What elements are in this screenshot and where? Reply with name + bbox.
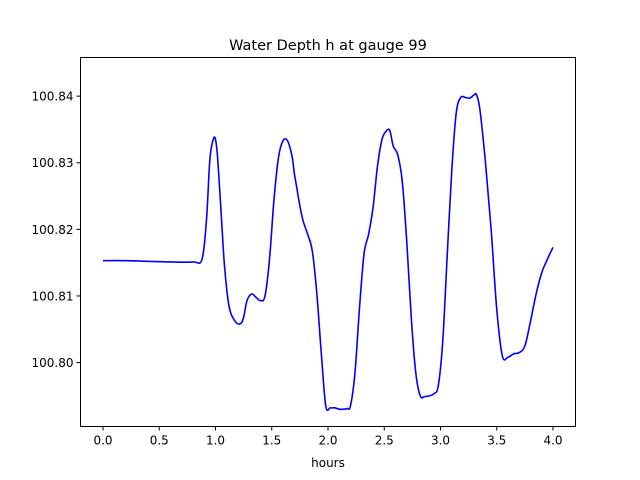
chart-title: Water Depth h at gauge 99: [229, 38, 427, 54]
x-tick-label: 4.0: [543, 434, 562, 448]
y-tick-label: 100.83: [32, 156, 74, 170]
y-tick-label: 100.80: [32, 356, 74, 370]
x-tick-label: 3.5: [487, 434, 506, 448]
y-tick-label: 100.81: [32, 289, 74, 303]
y-tick-label: 100.82: [32, 223, 74, 237]
x-axis-label: hours: [311, 456, 345, 470]
x-tick-label: 1.5: [262, 434, 281, 448]
x-tick-label: 1.0: [206, 434, 225, 448]
x-tick-label: 0.0: [93, 434, 112, 448]
x-tick-label: 2.0: [318, 434, 337, 448]
x-tick-label: 0.5: [150, 434, 169, 448]
x-tick-label: 3.0: [431, 434, 450, 448]
y-tick-label: 100.84: [32, 90, 74, 104]
x-tick-label: 2.5: [375, 434, 394, 448]
